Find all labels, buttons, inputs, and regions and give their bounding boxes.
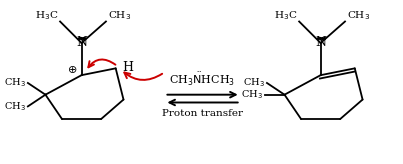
Text: $\oplus$: $\oplus$ (66, 64, 77, 75)
Text: CH$_3\ddot{\rm N}$HCH$_3$: CH$_3\ddot{\rm N}$HCH$_3$ (169, 71, 236, 88)
Text: H: H (123, 61, 133, 74)
Text: N: N (315, 36, 326, 50)
Text: CH$_3$: CH$_3$ (4, 77, 26, 89)
Text: CH$_3$: CH$_3$ (243, 77, 265, 89)
Text: H$_3$C: H$_3$C (274, 10, 297, 22)
Text: Proton transfer: Proton transfer (162, 109, 243, 118)
Text: H$_3$C: H$_3$C (35, 10, 58, 22)
Text: CH$_3$: CH$_3$ (4, 100, 26, 113)
Text: CH$_3$: CH$_3$ (108, 10, 131, 22)
Text: CH$_3$: CH$_3$ (347, 10, 370, 22)
Text: N: N (76, 36, 87, 50)
Text: CH$_3$: CH$_3$ (241, 88, 263, 101)
